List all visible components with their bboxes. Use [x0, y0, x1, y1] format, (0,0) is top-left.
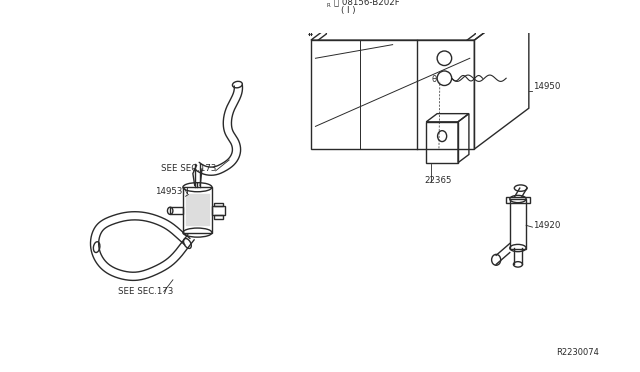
Bar: [214, 215, 223, 219]
Bar: [506, 197, 530, 203]
Text: SEE SEC.173: SEE SEC.173: [118, 287, 174, 296]
Text: 22365: 22365: [424, 176, 452, 185]
Bar: [214, 203, 223, 206]
Text: ( l ): ( l ): [341, 6, 355, 15]
Text: 14950: 14950: [533, 82, 561, 91]
Text: R2230074: R2230074: [556, 348, 599, 357]
Text: θ: θ: [432, 75, 437, 84]
Text: Ⓡ 08156-B202F: Ⓡ 08156-B202F: [333, 0, 399, 6]
Bar: [510, 199, 526, 249]
Bar: [212, 206, 225, 215]
Bar: [183, 187, 212, 232]
Text: 14953N: 14953N: [155, 187, 189, 196]
Text: R: R: [326, 3, 330, 8]
Bar: [170, 207, 183, 214]
Text: SEE SEC.173: SEE SEC.173: [161, 164, 216, 173]
Text: 14920: 14920: [533, 221, 561, 230]
Bar: [307, 9, 314, 15]
